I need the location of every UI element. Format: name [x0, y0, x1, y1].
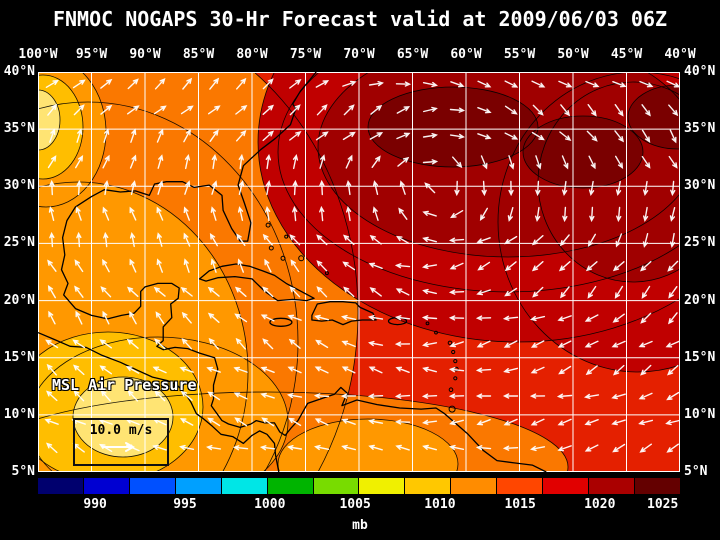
- lat-tick-label-left: 35°N: [3, 121, 35, 137]
- coastline-bahamas: [265, 222, 329, 276]
- lat-tick-label-left: 40°N: [3, 64, 35, 79]
- coastline-pacific: [38, 332, 280, 472]
- wind-reference-arrow-icon: [102, 442, 136, 452]
- colorbar-segment: [543, 478, 589, 494]
- lon-tick-label: 85°W: [182, 47, 215, 62]
- lat-tick-label-right: 35°N: [684, 121, 716, 137]
- colorbar-segment: [497, 478, 543, 494]
- colorbar-segment: [634, 478, 680, 494]
- wind-reference-legend: 10.0 m/s: [73, 418, 169, 466]
- colorbar-tick-label: 1010: [424, 497, 456, 512]
- colorbar-unit-label: mb: [352, 518, 368, 533]
- colorbar-tick-label: 990: [83, 497, 107, 512]
- wind-arrow-layer: [44, 77, 680, 454]
- colorbar: [38, 478, 680, 494]
- lon-tick-label: 60°W: [450, 47, 482, 62]
- field-label: MSL Air Pressure: [52, 376, 197, 394]
- lon-tick-label: 45°W: [610, 47, 643, 62]
- colorbar-tick-label: 995: [173, 497, 197, 512]
- colorbar-segment: [129, 478, 175, 494]
- lat-tick-label-left: 20°N: [3, 292, 35, 308]
- colorbar-tick-label: 1015: [504, 497, 536, 512]
- lat-tick-label-right: 25°N: [684, 235, 716, 251]
- colorbar-segment: [38, 478, 83, 494]
- lat-tick-label-left: 10°N: [3, 406, 35, 422]
- lat-tick-label-left: 30°N: [3, 178, 35, 194]
- coastline-jamaica: [269, 317, 293, 327]
- coastline-cuba: [198, 263, 315, 302]
- lat-tick-label-right: 10°N: [684, 406, 716, 422]
- lon-tick-label: 50°W: [557, 47, 589, 62]
- lon-tick-label: 100°W: [18, 47, 58, 62]
- grid-layer: [38, 72, 680, 472]
- coastline-lesser-antilles: [425, 321, 459, 413]
- colorbar-labels: 990 995 1000 1005 1010 1015 1020 1025: [38, 497, 680, 513]
- colorbar-tick-label: 1000: [254, 497, 286, 512]
- lon-tick-label: 65°W: [396, 47, 429, 62]
- colorbar-segment: [313, 478, 359, 494]
- lon-tick-label: 40°W: [664, 47, 696, 62]
- colorbar-segment: [359, 478, 405, 494]
- colorbar-tick-label: 1020: [584, 497, 616, 512]
- lat-tick-label-left: 25°N: [3, 235, 35, 251]
- lat-tick-label-right: 30°N: [684, 178, 716, 194]
- lon-tick-label: 55°W: [503, 47, 536, 62]
- wind-reference-label: 10.0 m/s: [89, 423, 153, 438]
- lat-tick-label-left: 5°N: [11, 464, 35, 479]
- colorbar-segment: [267, 478, 313, 494]
- colorbar-tick-label: 1025: [647, 497, 679, 512]
- lon-tick-label: 75°W: [289, 47, 322, 62]
- chart-title: FNMOC NOGAPS 30-Hr Forecast valid at 200…: [52, 7, 668, 31]
- lon-tick-label: 80°W: [236, 47, 268, 62]
- lat-tick-label-right: 5°N: [684, 464, 708, 479]
- lat-tick-label-left: 15°N: [3, 349, 35, 365]
- lon-tick-label: 95°W: [75, 47, 108, 62]
- longitude-axis: 100°W 95°W 90°W 85°W 80°W 75°W 70°W 65°W 60°W 55°…: [0, 47, 720, 63]
- colorbar-segment: [83, 478, 129, 494]
- pressure-map: [38, 72, 680, 472]
- map-panel: MSL Air Pressure 10.0 m/s: [38, 72, 680, 472]
- lat-tick-label-right: 40°N: [684, 64, 716, 79]
- coastline-layer: [38, 72, 547, 472]
- colorbar-segment: [221, 478, 267, 494]
- colorbar-segment: [405, 478, 451, 494]
- lon-tick-label: 90°W: [129, 47, 161, 62]
- lat-tick-label-right: 15°N: [684, 349, 716, 365]
- colorbar-tick-label: 1005: [339, 497, 371, 512]
- colorbar-segment: [175, 478, 221, 494]
- coastline-gulf-atlantic: [60, 72, 547, 472]
- lon-tick-label: 70°W: [343, 47, 375, 62]
- lat-tick-label-right: 20°N: [684, 292, 716, 308]
- coastline-hispaniola: [311, 301, 377, 326]
- colorbar-segment: [451, 478, 497, 494]
- colorbar-segment: [589, 478, 634, 494]
